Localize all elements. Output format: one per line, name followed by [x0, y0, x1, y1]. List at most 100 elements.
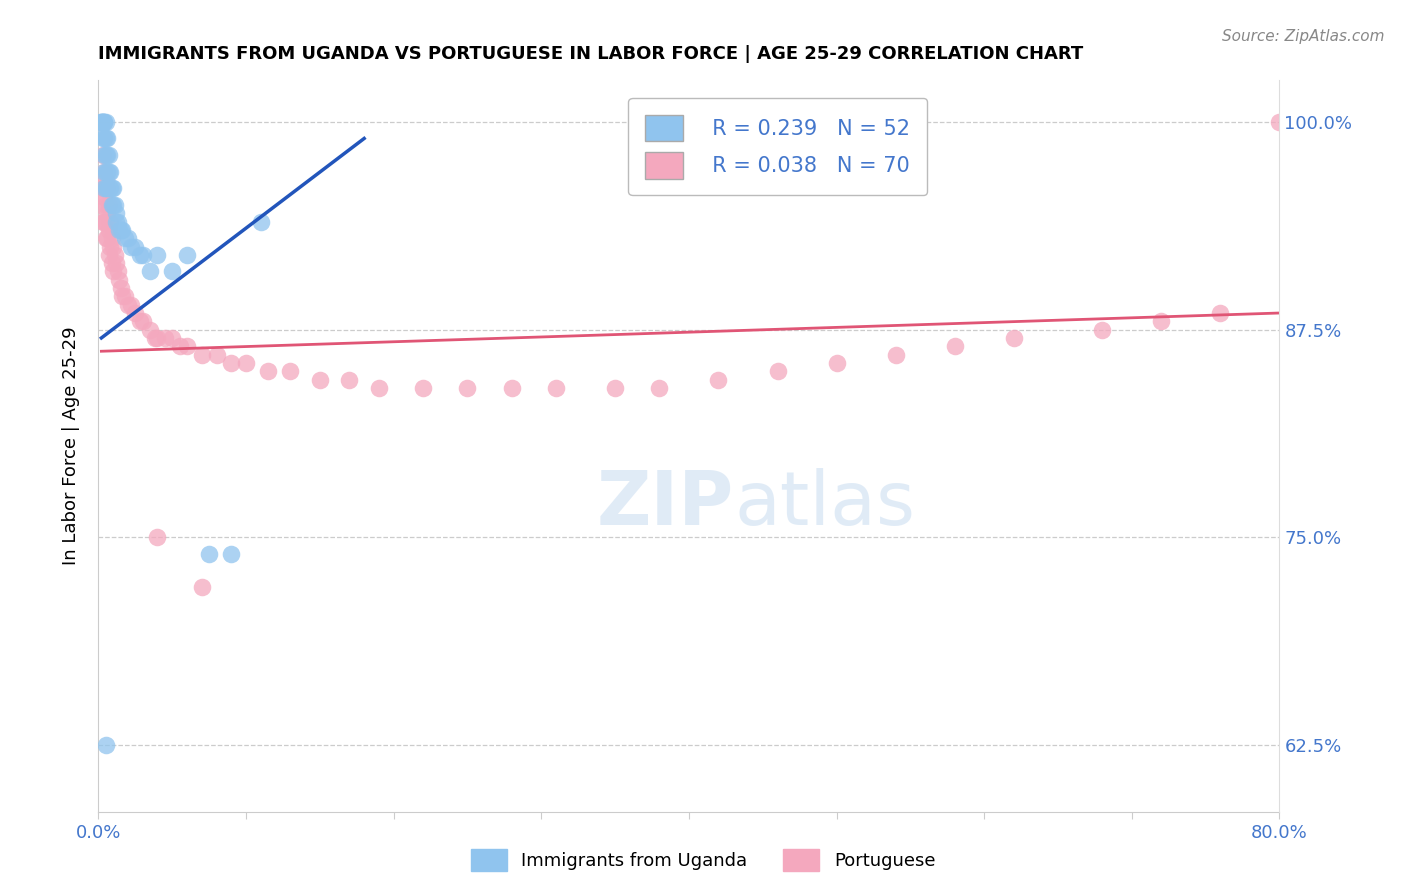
Point — [546, 381, 568, 395]
Point — [100, 231, 122, 245]
Point — [943, 339, 966, 353]
Point — [103, 198, 125, 212]
Point — [93, 164, 115, 178]
Point — [90, 115, 112, 129]
Point — [139, 264, 162, 278]
Point — [105, 206, 128, 220]
Point — [191, 580, 214, 594]
Point — [146, 248, 169, 262]
Point — [97, 148, 120, 162]
Point — [93, 148, 115, 162]
Point — [93, 115, 115, 129]
Point — [93, 115, 115, 129]
Point — [120, 298, 142, 312]
Point — [825, 356, 848, 370]
Point — [114, 231, 136, 245]
Point — [146, 530, 169, 544]
Point — [94, 115, 117, 129]
Point — [108, 273, 131, 287]
Point — [198, 547, 221, 561]
Point — [98, 239, 121, 253]
Point — [91, 115, 114, 129]
Point — [104, 198, 127, 212]
Point — [107, 264, 129, 278]
Point — [221, 356, 243, 370]
Point — [103, 239, 125, 253]
Point — [97, 181, 120, 195]
Point — [97, 248, 120, 262]
Point — [91, 115, 114, 129]
Text: Source: ZipAtlas.com: Source: ZipAtlas.com — [1222, 29, 1385, 44]
Point — [91, 131, 114, 145]
Point — [117, 231, 139, 245]
Point — [124, 306, 146, 320]
Point — [96, 181, 118, 195]
Point — [96, 148, 118, 162]
Y-axis label: In Labor Force | Age 25-29: In Labor Force | Age 25-29 — [62, 326, 80, 566]
Text: IMMIGRANTS FROM UGANDA VS PORTUGUESE IN LABOR FORCE | AGE 25-29 CORRELATION CHAR: IMMIGRANTS FROM UGANDA VS PORTUGUESE IN … — [98, 45, 1084, 63]
Point — [139, 323, 162, 337]
Point — [97, 164, 120, 178]
Point — [98, 214, 121, 228]
Point — [162, 331, 183, 345]
Point — [339, 372, 361, 386]
Point — [93, 131, 115, 145]
Point — [114, 289, 136, 303]
Point — [132, 314, 155, 328]
Point — [1002, 331, 1025, 345]
Point — [1268, 115, 1291, 129]
Point — [153, 331, 176, 345]
Point — [648, 381, 671, 395]
Point — [103, 181, 125, 195]
Point — [309, 372, 332, 386]
Point — [132, 248, 155, 262]
Legend: Immigrants from Uganda, Portuguese: Immigrants from Uganda, Portuguese — [464, 842, 942, 879]
Point — [1209, 306, 1232, 320]
Point — [93, 189, 115, 203]
Point — [94, 173, 117, 187]
Point — [501, 381, 523, 395]
Point — [104, 248, 127, 262]
Point — [124, 239, 146, 253]
Point — [235, 356, 257, 370]
Point — [605, 381, 627, 395]
Point — [94, 148, 117, 162]
Point — [94, 738, 117, 752]
Point — [250, 214, 273, 228]
Point — [1091, 323, 1114, 337]
Point — [103, 264, 125, 278]
Point — [98, 181, 121, 195]
Point — [107, 214, 129, 228]
Point — [143, 331, 166, 345]
Point — [108, 223, 131, 237]
Point — [111, 223, 134, 237]
Point — [146, 331, 169, 345]
Point — [100, 198, 122, 212]
Point — [96, 131, 118, 145]
Point — [221, 547, 243, 561]
Point — [105, 214, 128, 228]
Point — [100, 256, 122, 270]
Point — [169, 339, 191, 353]
Point — [97, 198, 120, 212]
Point — [94, 131, 117, 145]
Point — [110, 223, 132, 237]
Point — [176, 248, 198, 262]
Point — [257, 364, 280, 378]
Point — [94, 198, 117, 212]
Point — [94, 231, 117, 245]
Point — [205, 347, 228, 361]
Point — [97, 223, 120, 237]
Point — [94, 181, 117, 195]
Point — [766, 364, 789, 378]
Point — [176, 339, 198, 353]
Point — [93, 164, 115, 178]
Point — [96, 164, 118, 178]
Point — [120, 239, 142, 253]
Point — [96, 206, 118, 220]
Point — [162, 264, 183, 278]
Point — [412, 381, 434, 395]
Point — [90, 115, 112, 129]
Legend:   R = 0.239   N = 52,   R = 0.038   N = 70: R = 0.239 N = 52, R = 0.038 N = 70 — [628, 98, 927, 195]
Point — [91, 181, 114, 195]
